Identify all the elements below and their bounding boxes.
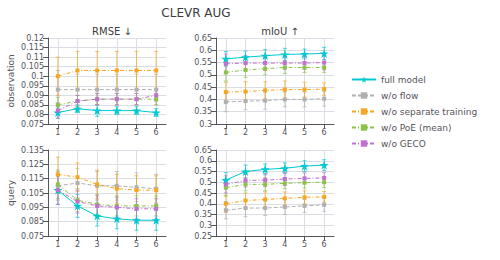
svg-text:0.65: 0.65: [194, 34, 212, 43]
svg-text:0.075: 0.075: [21, 232, 44, 241]
svg-text:0.35: 0.35: [194, 107, 212, 116]
svg-text:0.55: 0.55: [194, 58, 212, 67]
svg-text:5: 5: [134, 240, 139, 249]
svg-text:3: 3: [263, 240, 268, 249]
svg-text:mIoU ↑: mIoU ↑: [261, 26, 299, 37]
svg-text:5: 5: [134, 128, 139, 137]
svg-text:2: 2: [243, 128, 248, 137]
svg-text:0.08: 0.08: [26, 110, 44, 119]
svg-text:0.075: 0.075: [21, 120, 44, 129]
svg-text:0.125: 0.125: [21, 160, 44, 169]
svg-text:1: 1: [55, 240, 60, 249]
svg-text:4: 4: [282, 128, 287, 137]
svg-text:RMSE ↓: RMSE ↓: [92, 26, 132, 37]
svg-text:6: 6: [154, 128, 159, 137]
svg-text:0.105: 0.105: [21, 189, 44, 198]
svg-text:0.09: 0.09: [26, 91, 44, 100]
svg-text:4: 4: [114, 240, 119, 249]
svg-text:0.3: 0.3: [199, 221, 212, 230]
svg-text:0.65: 0.65: [194, 146, 212, 155]
svg-text:query: query: [6, 179, 16, 206]
svg-text:2: 2: [75, 240, 80, 249]
svg-text:0.55: 0.55: [194, 167, 212, 176]
svg-text:0.12: 0.12: [26, 34, 44, 43]
svg-text:0.085: 0.085: [21, 100, 44, 109]
svg-text:1: 1: [55, 128, 60, 137]
svg-text:1: 1: [223, 128, 228, 137]
svg-text:w/o GECO: w/o GECO: [381, 139, 426, 149]
svg-text:0.4: 0.4: [199, 95, 212, 104]
svg-text:0.35: 0.35: [194, 210, 212, 219]
svg-text:3: 3: [263, 128, 268, 137]
svg-text:0.085: 0.085: [21, 217, 44, 226]
svg-text:0.6: 0.6: [199, 46, 212, 55]
svg-text:w/o separate training: w/o separate training: [381, 107, 477, 117]
svg-text:0.11: 0.11: [26, 53, 44, 62]
svg-text:0.5: 0.5: [199, 178, 212, 187]
svg-text:0.45: 0.45: [194, 83, 212, 92]
svg-text:4: 4: [114, 128, 119, 137]
svg-text:3: 3: [95, 128, 100, 137]
svg-text:0.095: 0.095: [21, 81, 44, 90]
svg-text:2: 2: [243, 240, 248, 249]
svg-text:6: 6: [322, 240, 327, 249]
svg-text:0.5: 0.5: [199, 70, 212, 79]
svg-text:full model: full model: [381, 75, 426, 85]
svg-text:0.25: 0.25: [194, 232, 212, 241]
svg-text:3: 3: [95, 240, 100, 249]
svg-text:2: 2: [75, 128, 80, 137]
svg-text:0.6: 0.6: [199, 156, 212, 165]
svg-text:0.1: 0.1: [31, 72, 44, 81]
svg-text:0.115: 0.115: [21, 43, 44, 52]
svg-text:0.4: 0.4: [199, 199, 212, 208]
svg-text:0.45: 0.45: [194, 189, 212, 198]
svg-text:CLEVR AUG: CLEVR AUG: [161, 6, 230, 20]
svg-text:5: 5: [302, 128, 307, 137]
svg-text:1: 1: [223, 240, 228, 249]
svg-text:6: 6: [154, 240, 159, 249]
svg-text:0.135: 0.135: [21, 146, 44, 155]
svg-text:0.095: 0.095: [21, 203, 44, 212]
svg-text:0.3: 0.3: [199, 120, 212, 129]
svg-text:5: 5: [302, 240, 307, 249]
svg-text:w/o PoE (mean): w/o PoE (mean): [381, 123, 451, 133]
svg-text:observation: observation: [6, 54, 16, 107]
svg-text:w/o flow: w/o flow: [381, 91, 418, 101]
svg-text:0.105: 0.105: [21, 62, 44, 71]
svg-text:6: 6: [322, 128, 327, 137]
svg-text:0.115: 0.115: [21, 174, 44, 183]
svg-text:4: 4: [282, 240, 287, 249]
